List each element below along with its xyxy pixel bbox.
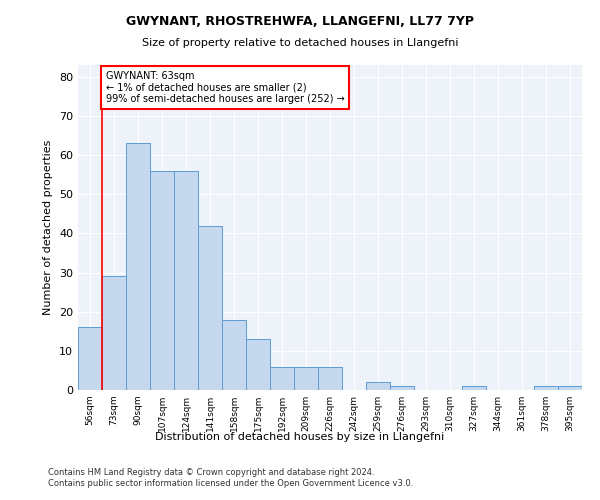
Bar <box>246 339 270 390</box>
Text: Contains HM Land Registry data © Crown copyright and database right 2024.
Contai: Contains HM Land Registry data © Crown c… <box>48 468 413 487</box>
Bar <box>534 386 558 390</box>
Text: Distribution of detached houses by size in Llangefni: Distribution of detached houses by size … <box>155 432 445 442</box>
Text: GWYNANT, RHOSTREHWFA, LLANGEFNI, LL77 7YP: GWYNANT, RHOSTREHWFA, LLANGEFNI, LL77 7Y… <box>126 15 474 28</box>
Text: Size of property relative to detached houses in Llangefni: Size of property relative to detached ho… <box>142 38 458 48</box>
Bar <box>102 276 126 390</box>
Y-axis label: Number of detached properties: Number of detached properties <box>43 140 53 315</box>
Bar <box>294 366 318 390</box>
Bar <box>462 386 486 390</box>
Bar <box>558 386 582 390</box>
Bar <box>198 226 222 390</box>
Bar <box>174 170 198 390</box>
Bar <box>126 144 150 390</box>
Bar <box>318 366 342 390</box>
Bar <box>270 366 294 390</box>
Bar <box>150 170 174 390</box>
Bar <box>78 328 102 390</box>
Text: GWYNANT: 63sqm
← 1% of detached houses are smaller (2)
99% of semi-detached hous: GWYNANT: 63sqm ← 1% of detached houses a… <box>106 71 344 104</box>
Bar <box>366 382 390 390</box>
Bar <box>390 386 414 390</box>
Bar <box>222 320 246 390</box>
